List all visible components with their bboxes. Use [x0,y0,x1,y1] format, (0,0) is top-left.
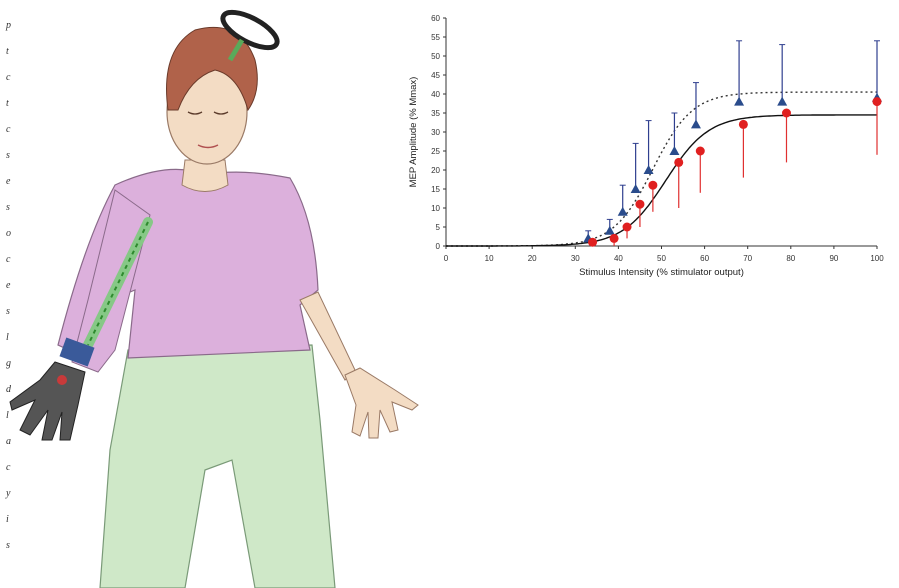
x-tick-label: 70 [743,254,752,263]
circle-point [872,97,882,107]
coil-field-marker [227,38,245,62]
y-tick-label: 60 [431,14,440,23]
glove-sensor [57,375,67,385]
y-tick-label: 40 [431,90,440,99]
y-tick-label: 35 [431,109,440,118]
neck [181,159,229,192]
circle-point [738,119,748,129]
x-ticks: 0 10 20 30 40 50 60 70 80 90 100 [444,246,884,263]
x-tick-label: 40 [614,254,623,263]
eyes [187,111,229,115]
edge-text-column: p t c t c s e s o c e s l g d l a c y i s [0,20,16,580]
x-axis-label: Stimulus Intensity (% stimulator output) [579,267,744,278]
edge-glyph: d [6,384,11,395]
x-tick-label: 90 [829,254,838,263]
y-ticks: 0 5 10 15 20 25 30 35 40 45 50 55 60 [431,14,446,251]
circle-point [695,146,705,156]
y-tick-label: 45 [431,71,440,80]
tms-coil [220,9,280,51]
circle-point [781,108,791,118]
recruitment-curve-chart: 0 5 10 15 20 25 30 35 40 45 50 55 60 0 10 20 30 40 50 60 70… [408,14,884,278]
edge-glyph: e [6,280,11,291]
triangle-point [630,184,641,193]
edge-glyph: s [6,540,10,551]
edge-glyph: i [6,514,9,525]
edge-glyph: c [6,124,11,135]
error-bars [585,40,880,246]
edge-glyph: g [6,358,11,369]
triangle-point [643,165,654,174]
x-tick-label: 0 [444,254,449,263]
circle-point [622,222,632,232]
x-tick-label: 60 [700,254,709,263]
circle-fit-curve [446,114,877,247]
circle-point [609,233,619,243]
open-hand [344,367,419,439]
edge-glyph: e [6,176,11,187]
triangle-point [734,96,745,106]
circle-point [588,237,598,247]
x-tick-label: 30 [571,254,580,263]
y-tick-label: 20 [431,166,440,175]
edge-glyph: l [6,410,9,421]
axes [445,18,877,247]
triangle-point [669,146,680,155]
data-points [583,92,882,247]
circle-point [674,157,684,167]
edge-glyph: l [6,332,9,343]
y-tick-label: 30 [431,128,440,137]
y-tick-label: 25 [431,147,440,156]
edge-glyph: y [6,488,11,499]
edge-glyph: s [6,202,10,213]
edge-glyph: c [6,254,11,265]
edge-glyph: t [6,46,9,57]
y-tick-label: 15 [431,185,440,194]
triangle-point [690,119,701,129]
edge-glyph: p [6,20,11,31]
edge-glyph: s [6,306,10,317]
triangle-point [617,206,628,216]
x-tick-label: 20 [528,254,537,263]
y-tick-label: 0 [436,242,441,251]
y-tick-label: 55 [431,33,440,42]
y-axis-label: MEP Amplitude (% Mmax) [408,77,419,188]
wrist-band [59,337,95,367]
edge-glyph: s [6,150,10,161]
triangle-point [777,96,788,106]
x-tick-label: 10 [485,254,494,263]
x-tick-label: 80 [786,254,795,263]
mouth [197,144,219,149]
x-tick-label: 50 [657,254,666,263]
fit-curves [446,91,877,247]
y-tick-label: 5 [436,223,441,232]
circle-point [648,180,658,190]
edge-glyph: a [6,436,11,447]
x-tick-label: 100 [870,254,884,263]
edge-glyph: o [6,228,11,239]
person-illustration [9,9,419,588]
glove-hand [9,361,86,441]
y-tick-label: 50 [431,52,440,61]
edge-glyph: c [6,462,11,473]
edge-glyph: c [6,72,11,83]
triangle-point [604,225,615,235]
circle-point [635,199,645,209]
edge-glyph: t [6,98,9,109]
y-tick-label: 10 [431,204,440,213]
forearm-marker-dashes [87,221,149,346]
pants [99,344,336,588]
